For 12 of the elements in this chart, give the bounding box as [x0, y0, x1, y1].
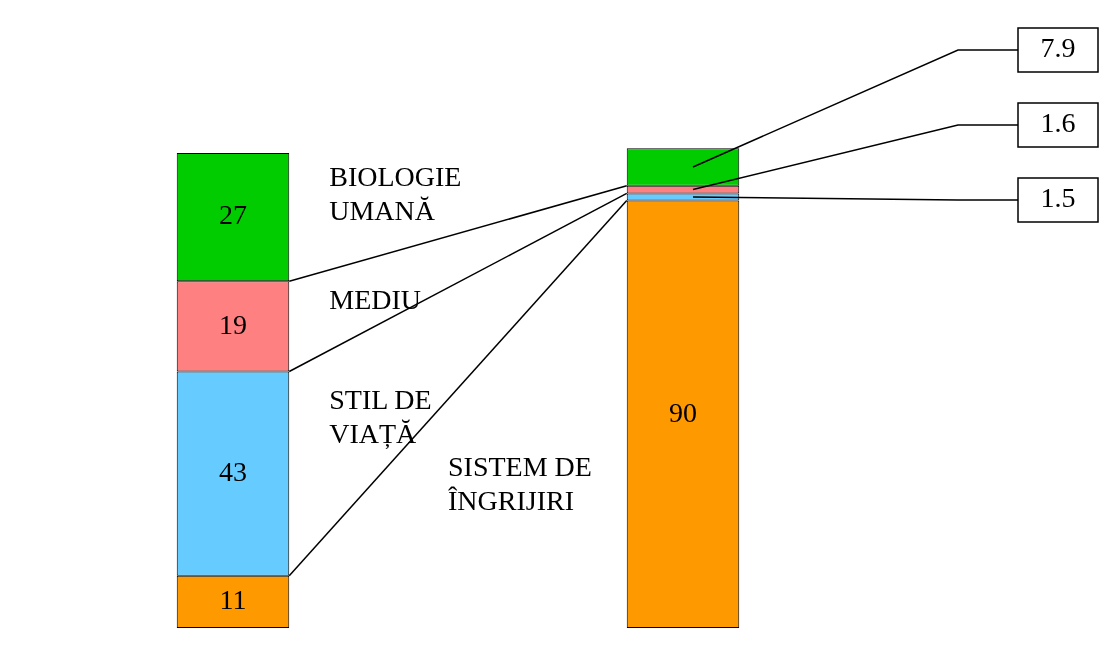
data-label: 19 [219, 308, 247, 340]
series-label: MEDIU [329, 284, 422, 316]
data-label: 27 [219, 199, 247, 231]
text: 7.9 [1040, 32, 1076, 64]
data-label: 43 [219, 455, 247, 487]
data-label: 11 [219, 584, 247, 616]
text: 1.6 [1040, 107, 1076, 139]
series-label: STIL DE VIAȚĂ [329, 383, 432, 449]
series-label: SISTEM DE ÎNGRIJIRI [448, 450, 592, 516]
series-label: BIOLOGIE UMANĂ [329, 160, 462, 226]
text: 1.5 [1040, 182, 1076, 214]
data-label: 90 [669, 396, 697, 428]
